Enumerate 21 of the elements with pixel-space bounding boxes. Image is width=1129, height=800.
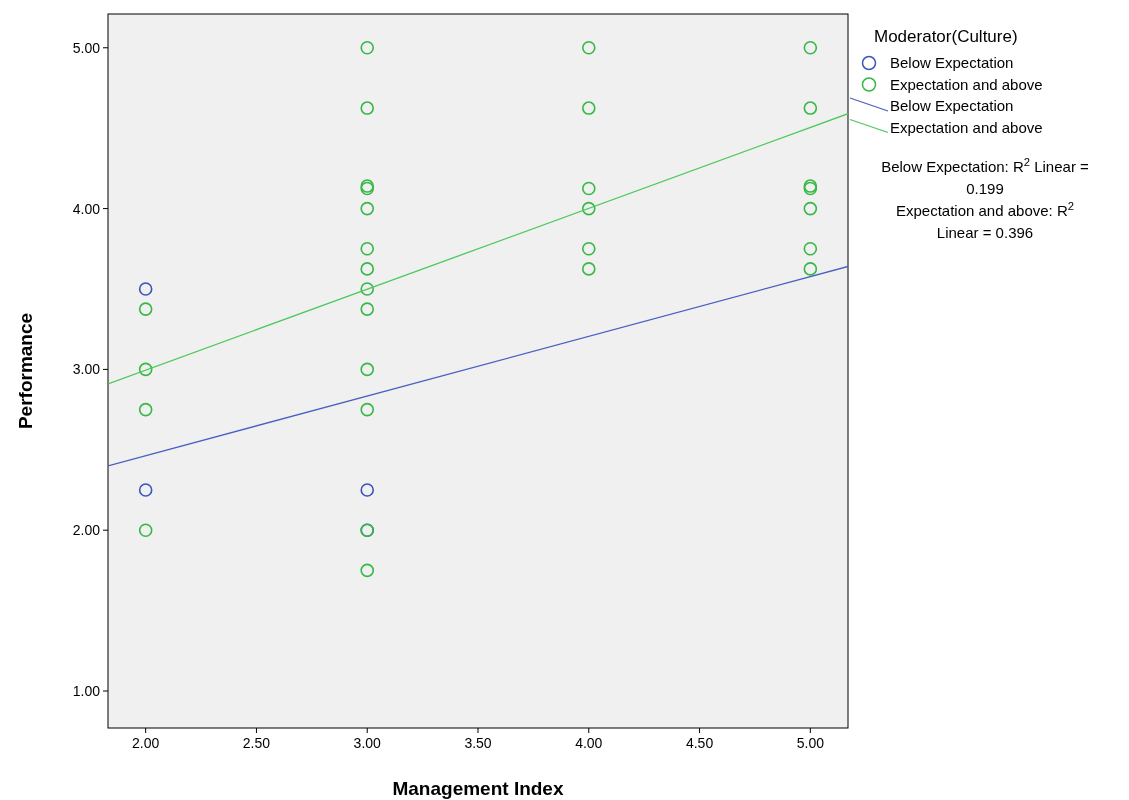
y-tick-label: 2.00 xyxy=(72,522,101,539)
x-tick-label: 2.00 xyxy=(132,735,160,751)
x-tick-label: 3.50 xyxy=(464,735,492,751)
x-axis-title: Management Index xyxy=(392,778,564,799)
text: Expectation and above: R$^{2}$ Linear = 0.396 xyxy=(895,200,1075,241)
legend-label: Expectation and above xyxy=(890,75,1043,93)
y-axis-title: Performance xyxy=(15,312,36,430)
text: Below Expectation: R$^{2}$ Linear = 0.199 xyxy=(881,156,1089,197)
y-tick-label: 5.00 xyxy=(72,39,101,56)
legend-label: Below Expectation xyxy=(890,54,1014,71)
y-tick-label: 4.00 xyxy=(72,200,101,217)
legend-label: Below Expectation xyxy=(890,97,1014,114)
y-tick-label: 1.00 xyxy=(72,683,101,700)
x-tick-label: 4.00 xyxy=(575,735,603,751)
legend-label: Expectation and above xyxy=(890,118,1043,136)
legend-title: Moderator(Culture) xyxy=(874,27,1018,46)
x-tick-label: 2.50 xyxy=(242,735,271,751)
x-tick-label: 4.50 xyxy=(685,735,714,751)
x-tick-label: 5.00 xyxy=(796,735,825,751)
x-tick-label: 3.00 xyxy=(353,735,382,751)
y-tick-label: 3.00 xyxy=(72,361,101,378)
